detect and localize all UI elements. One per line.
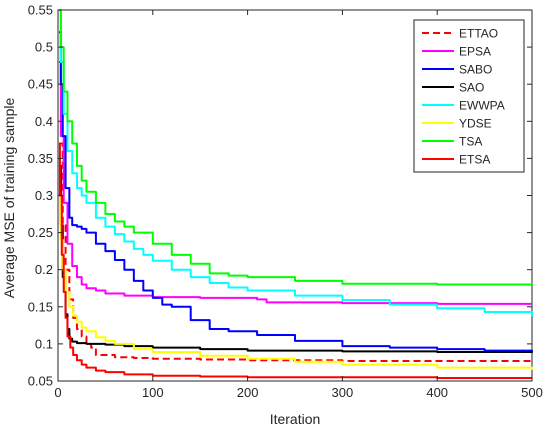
y-tick-label: 0.5: [35, 40, 53, 55]
y-tick-label: 0.05: [28, 374, 53, 389]
y-tick-label: 0.1: [35, 336, 53, 351]
legend-label-ydse: YDSE: [459, 117, 492, 131]
legend-label-tsa: TSA: [459, 135, 482, 149]
y-tick-label: 0.55: [28, 3, 53, 18]
x-tick-label: 500: [521, 385, 543, 400]
legend-label-sao: SAO: [459, 81, 484, 95]
y-tick-label: 0.45: [28, 77, 53, 92]
series-line-etsa: [58, 142, 532, 380]
y-tick-label: 0.25: [28, 225, 53, 240]
x-tick-label: 100: [142, 385, 164, 400]
legend: ETTAO EPSA SABO SAO EWWPA YDSE TSA ETSA: [413, 19, 525, 173]
legend-label-ettao: ETTAO: [459, 27, 498, 41]
x-axis-label: Iteration: [270, 411, 321, 427]
y-tick-label: 0.35: [28, 151, 53, 166]
legend-label-etsa: ETSA: [459, 153, 490, 167]
y-tick-label: 0.2: [35, 262, 53, 277]
series-line-epsa: [58, 60, 532, 305]
y-axis-label: Average MSE of training sample: [1, 98, 17, 299]
y-tick-label: 0.4: [35, 114, 53, 129]
series-line-tsa: [58, 9, 533, 286]
x-tick-label: 0: [54, 385, 61, 400]
x-tick-label: 200: [237, 385, 259, 400]
legend-box: [413, 19, 525, 173]
y-tick-label: 0.15: [28, 299, 53, 314]
series-line-ydse: [58, 194, 533, 370]
legend-label-ewwpa: EWWPA: [459, 99, 505, 113]
x-tick-label: 400: [426, 385, 448, 400]
y-tick-label: 0.3: [35, 188, 53, 203]
series-line-sabo: [58, 31, 533, 352]
x-tick-label: 300: [332, 385, 354, 400]
axes-layer: 0 100 200 300 400 500 0.05 0.1 0.15 0.2 0.25 0.3 0.3…: [28, 3, 543, 401]
legend-label-epsa: EPSA: [459, 45, 491, 59]
series-line-ewwpa: [58, 9, 533, 317]
legend-label-sabo: SABO: [459, 63, 492, 77]
series-layer: [58, 9, 533, 380]
